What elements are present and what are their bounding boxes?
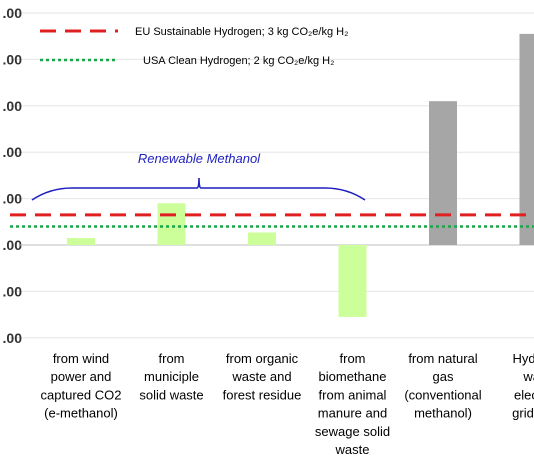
y-tick-label: .00: [3, 5, 23, 21]
bar: [519, 33, 534, 245]
category-label: Hydrogwatelectrogrid ele: [512, 351, 534, 421]
category-label: from natural gas (conventional methanol): [404, 351, 481, 421]
renewable-methanol-brace: Renewable Methanol: [31, 151, 366, 201]
category-label: from biomethane from animal manure and sewag…: [315, 351, 390, 457]
bar: [338, 245, 367, 317]
y-axis-ticks: .00 .00 .00 .00 .00 .00 .00 .00: [3, 5, 23, 346]
legend: EU Sustainable Hydrogen; 3 kg CO₂e/kg H₂…: [40, 26, 348, 67]
brace-shape: [31, 177, 366, 201]
y-tick-label: .00: [3, 191, 23, 207]
category-label: from municiple solid waste: [139, 351, 203, 402]
bar: [429, 101, 457, 245]
legend-label: USA Clean Hydrogen; 2 kg CO₂e/kg H₂: [143, 55, 334, 67]
bar: [248, 232, 276, 245]
category-labels: from wind power and captured CO2 (e-methano…: [41, 351, 534, 457]
gridlines: [10, 12, 534, 339]
bars: [67, 33, 534, 317]
bar: [157, 203, 186, 245]
legend-label: EU Sustainable Hydrogen; 3 kg CO₂e/kg H₂: [135, 26, 348, 38]
brace-label: Renewable Methanol: [138, 151, 261, 166]
category-label: from wind power and captured CO2 (e-methano…: [41, 351, 122, 421]
y-tick-label: .00: [3, 283, 23, 299]
reference-lines: [10, 213, 534, 228]
y-tick-label: .00: [3, 98, 23, 114]
category-label: from organic waste and forest residue: [223, 351, 302, 402]
bar: [67, 238, 95, 245]
y-tick-label: .00: [3, 51, 23, 67]
y-tick-label: .00: [3, 144, 23, 160]
y-tick-label: .00: [3, 237, 23, 253]
y-tick-label: .00: [3, 330, 23, 346]
